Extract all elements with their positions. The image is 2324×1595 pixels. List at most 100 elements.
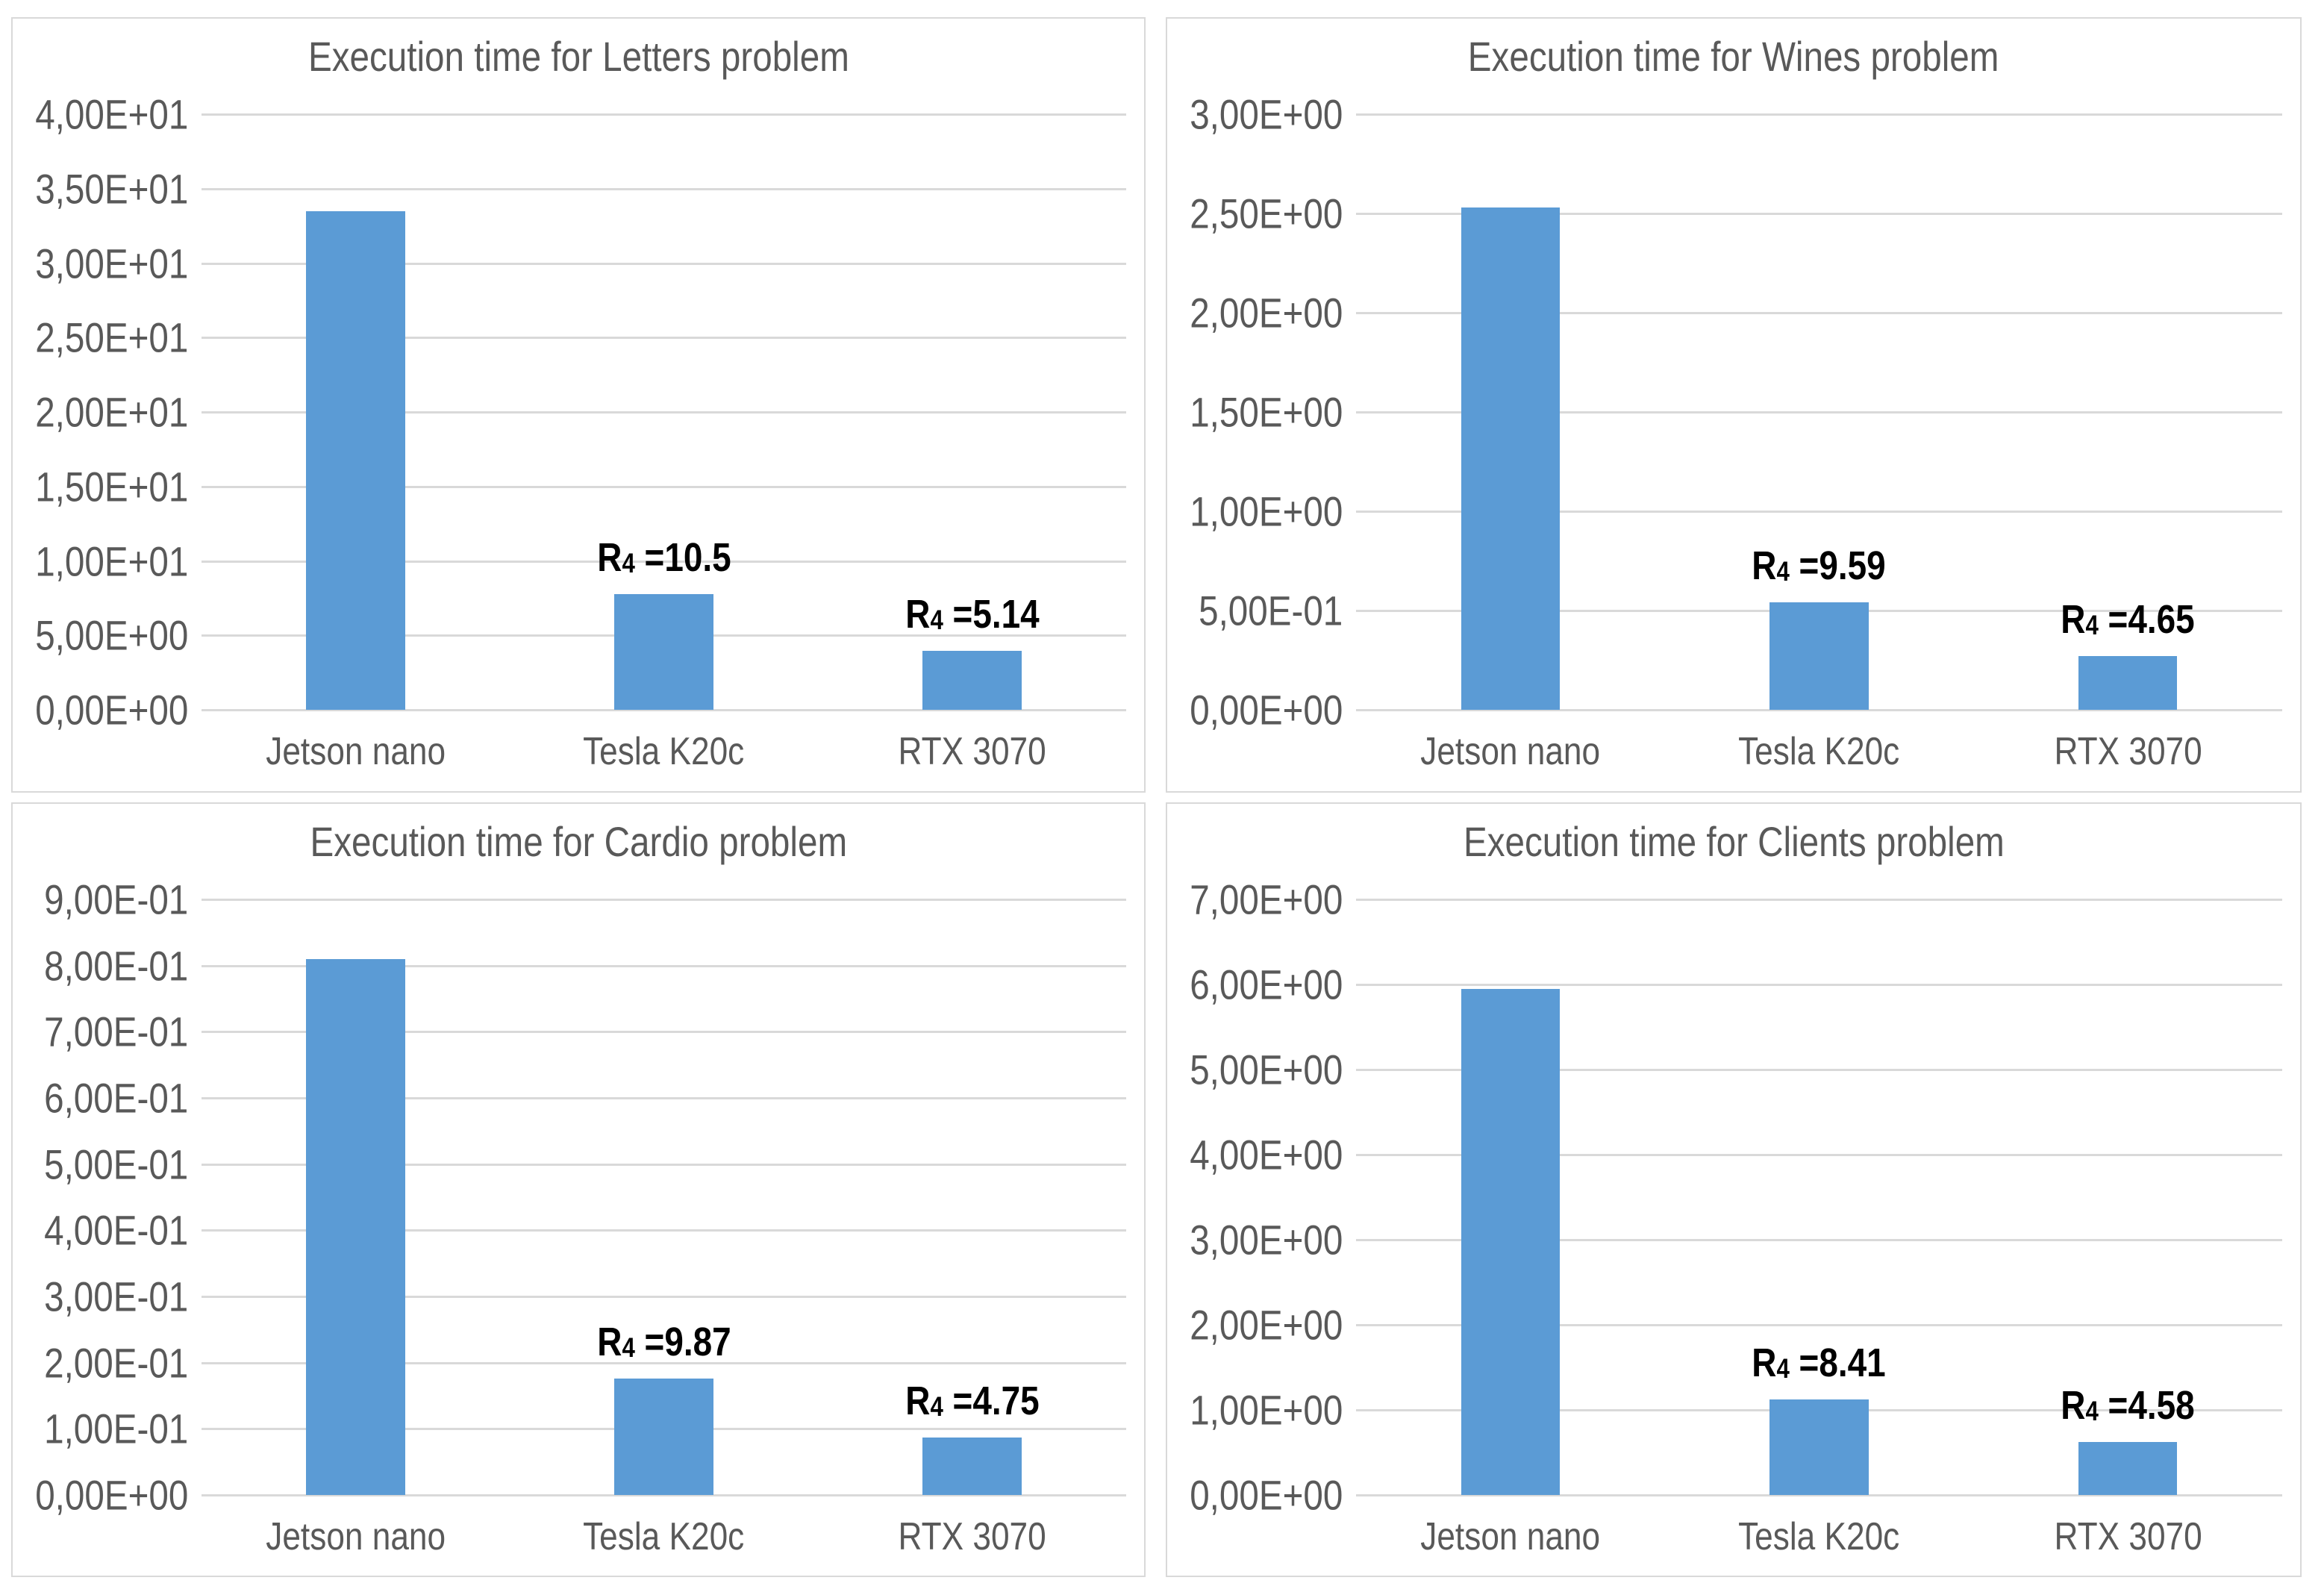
ratio-symbol: R xyxy=(596,535,622,581)
y-tick-label: 3,50E+01 xyxy=(34,165,188,213)
y-tick-label: 3,00E-01 xyxy=(43,1273,188,1320)
y-tick-label: 4,00E+01 xyxy=(34,90,188,138)
gridline xyxy=(1356,311,2282,314)
ratio-value: =4.58 xyxy=(2098,1383,2195,1429)
gridline xyxy=(1356,212,2282,215)
ratio-label-rtx-3070: R4 =4.65 xyxy=(2061,596,2194,643)
gridline xyxy=(1356,983,2282,986)
y-tick-label: 7,00E+00 xyxy=(1189,875,1343,923)
ratio-symbol: R xyxy=(905,1378,930,1423)
ratio-subscript: 4 xyxy=(2085,1396,2099,1427)
bar-tesla-k20c xyxy=(1769,1399,1869,1495)
ratio-symbol: R xyxy=(905,592,930,637)
bar-slot-jetson-nano xyxy=(1356,114,1665,710)
ratio-label-tesla-k20c: R4 =8.41 xyxy=(1752,1340,1886,1386)
y-tick-label: 5,00E-01 xyxy=(1198,587,1343,634)
ratio-symbol: R xyxy=(2061,1383,2086,1429)
y-tick-label: 4,00E-01 xyxy=(43,1206,188,1254)
x-category-label-jetson-nano: Jetson nano xyxy=(266,730,446,773)
bar-jetson-nano xyxy=(1461,988,1560,1495)
bar-slot-jetson-nano xyxy=(1356,899,1665,1495)
gridline xyxy=(202,411,1126,413)
ratio-subscript: 4 xyxy=(1776,1353,1790,1385)
y-tick-label: 7,00E-01 xyxy=(43,1008,188,1055)
gridline xyxy=(202,964,1126,967)
ratio-subscript: 4 xyxy=(929,605,943,636)
ratio-symbol: R xyxy=(596,1319,622,1364)
y-tick-label: 1,00E+00 xyxy=(1189,487,1343,535)
x-category-label-tesla-k20c: Tesla K20c xyxy=(583,730,745,773)
y-tick-label: 3,00E+01 xyxy=(34,240,188,287)
bar-tesla-k20c xyxy=(614,594,713,710)
y-tick-label: 0,00E+00 xyxy=(1189,686,1343,734)
chart-panel-letters: Execution time for Letters problem 4,00E… xyxy=(11,17,1146,793)
bar-rtx-3070 xyxy=(2078,1442,2178,1495)
y-tick-label: 8,00E-01 xyxy=(43,942,188,990)
y-tick-label: 2,50E+01 xyxy=(34,313,188,361)
gridline xyxy=(202,1295,1126,1298)
x-axis: Jetson nano Tesla K20c RTX 3070 xyxy=(202,1502,1126,1571)
x-axis: Jetson nano Tesla K20c RTX 3070 xyxy=(1356,717,2282,786)
y-tick-label: 5,00E+00 xyxy=(1189,1046,1343,1093)
x-category-label-jetson-nano: Jetson nano xyxy=(1420,1515,1601,1558)
x-axis: Jetson nano Tesla K20c RTX 3070 xyxy=(1356,1502,2282,1571)
gridline xyxy=(202,899,1126,901)
x-category-label-jetson-nano: Jetson nano xyxy=(1420,730,1601,773)
y-tick-label: 6,00E+00 xyxy=(1189,961,1343,1008)
bar-jetson-nano xyxy=(1461,207,1560,710)
bar-jetson-nano xyxy=(306,210,405,710)
ratio-label-rtx-3070: R4 =4.75 xyxy=(905,1378,1039,1424)
plot-area: R4 =9.59 R4 =4.65 xyxy=(1356,113,2282,711)
gridline xyxy=(202,1096,1126,1099)
ratio-value: =5.14 xyxy=(943,592,1040,637)
bar-slot-jetson-nano xyxy=(202,114,510,710)
gridline xyxy=(1356,899,2282,901)
x-category-label-rtx-3070: RTX 3070 xyxy=(2054,730,2202,773)
bar-rtx-3070 xyxy=(922,1437,1022,1495)
bar-slot-rtx-3070: R4 =5.14 xyxy=(818,114,1126,710)
x-category-label-jetson-nano: Jetson nano xyxy=(266,1515,446,1558)
ratio-value: =8.41 xyxy=(1790,1340,1887,1386)
gridline xyxy=(1356,411,2282,413)
y-tick-label: 0,00E+00 xyxy=(34,686,188,734)
x-category-label-rtx-3070: RTX 3070 xyxy=(898,730,1046,773)
y-tick-label: 3,00E+00 xyxy=(1189,90,1343,138)
ratio-value: =10.5 xyxy=(634,535,731,581)
ratio-label-tesla-k20c: R4 =9.87 xyxy=(597,1319,731,1365)
ratio-subscript: 4 xyxy=(929,1391,943,1423)
y-tick-label: 0,00E+00 xyxy=(1189,1471,1343,1519)
plot-area: R4 =10.5 R4 =5.14 xyxy=(202,113,1126,711)
ratio-symbol: R xyxy=(1752,1340,1777,1386)
x-category-label-tesla-k20c: Tesla K20c xyxy=(1738,1515,1900,1558)
plot-area: R4 =9.87 R4 =4.75 xyxy=(202,899,1126,1496)
gridline xyxy=(1356,113,2282,116)
gridline xyxy=(1356,1238,2282,1241)
gridline xyxy=(202,113,1126,116)
y-tick-label: 5,00E-01 xyxy=(43,1140,188,1188)
y-tick-label: 2,50E+00 xyxy=(1189,190,1343,237)
chart-panel-cardio: Execution time for Cardio problem 9,00E-… xyxy=(11,802,1146,1577)
bar-slot-rtx-3070: R4 =4.75 xyxy=(818,899,1126,1495)
gridline xyxy=(202,187,1126,190)
ratio-value: =4.65 xyxy=(2098,597,2195,643)
x-category-label-rtx-3070: RTX 3070 xyxy=(898,1515,1046,1558)
bar-slot-tesla-k20c: R4 =9.59 xyxy=(1665,114,1974,710)
gridline xyxy=(1356,1068,2282,1071)
bar-slot-tesla-k20c: R4 =8.41 xyxy=(1665,899,1974,1495)
gridline xyxy=(202,560,1126,563)
y-tick-label: 9,00E-01 xyxy=(43,875,188,923)
bar-rtx-3070 xyxy=(922,651,1022,710)
y-tick-label: 1,50E+01 xyxy=(34,463,188,511)
bar-jetson-nano xyxy=(306,958,405,1495)
chart-panel-clients: Execution time for Clients problem 7,00E… xyxy=(1166,802,2302,1577)
ratio-value: =4.75 xyxy=(943,1378,1040,1423)
chart-title-wines: Execution time for Wines problem xyxy=(1468,33,1999,80)
y-tick-label: 0,00E+00 xyxy=(34,1471,188,1519)
gridline xyxy=(1356,510,2282,513)
y-tick-label: 5,00E+00 xyxy=(34,611,188,659)
ratio-subscript: 4 xyxy=(1776,556,1790,587)
ratio-value: =9.87 xyxy=(634,1319,731,1364)
ratio-label-tesla-k20c: R4 =9.59 xyxy=(1752,543,1886,589)
chart-panel-wines: Execution time for Wines problem 3,00E+0… xyxy=(1166,17,2302,793)
y-tick-label: 1,00E-01 xyxy=(43,1405,188,1452)
